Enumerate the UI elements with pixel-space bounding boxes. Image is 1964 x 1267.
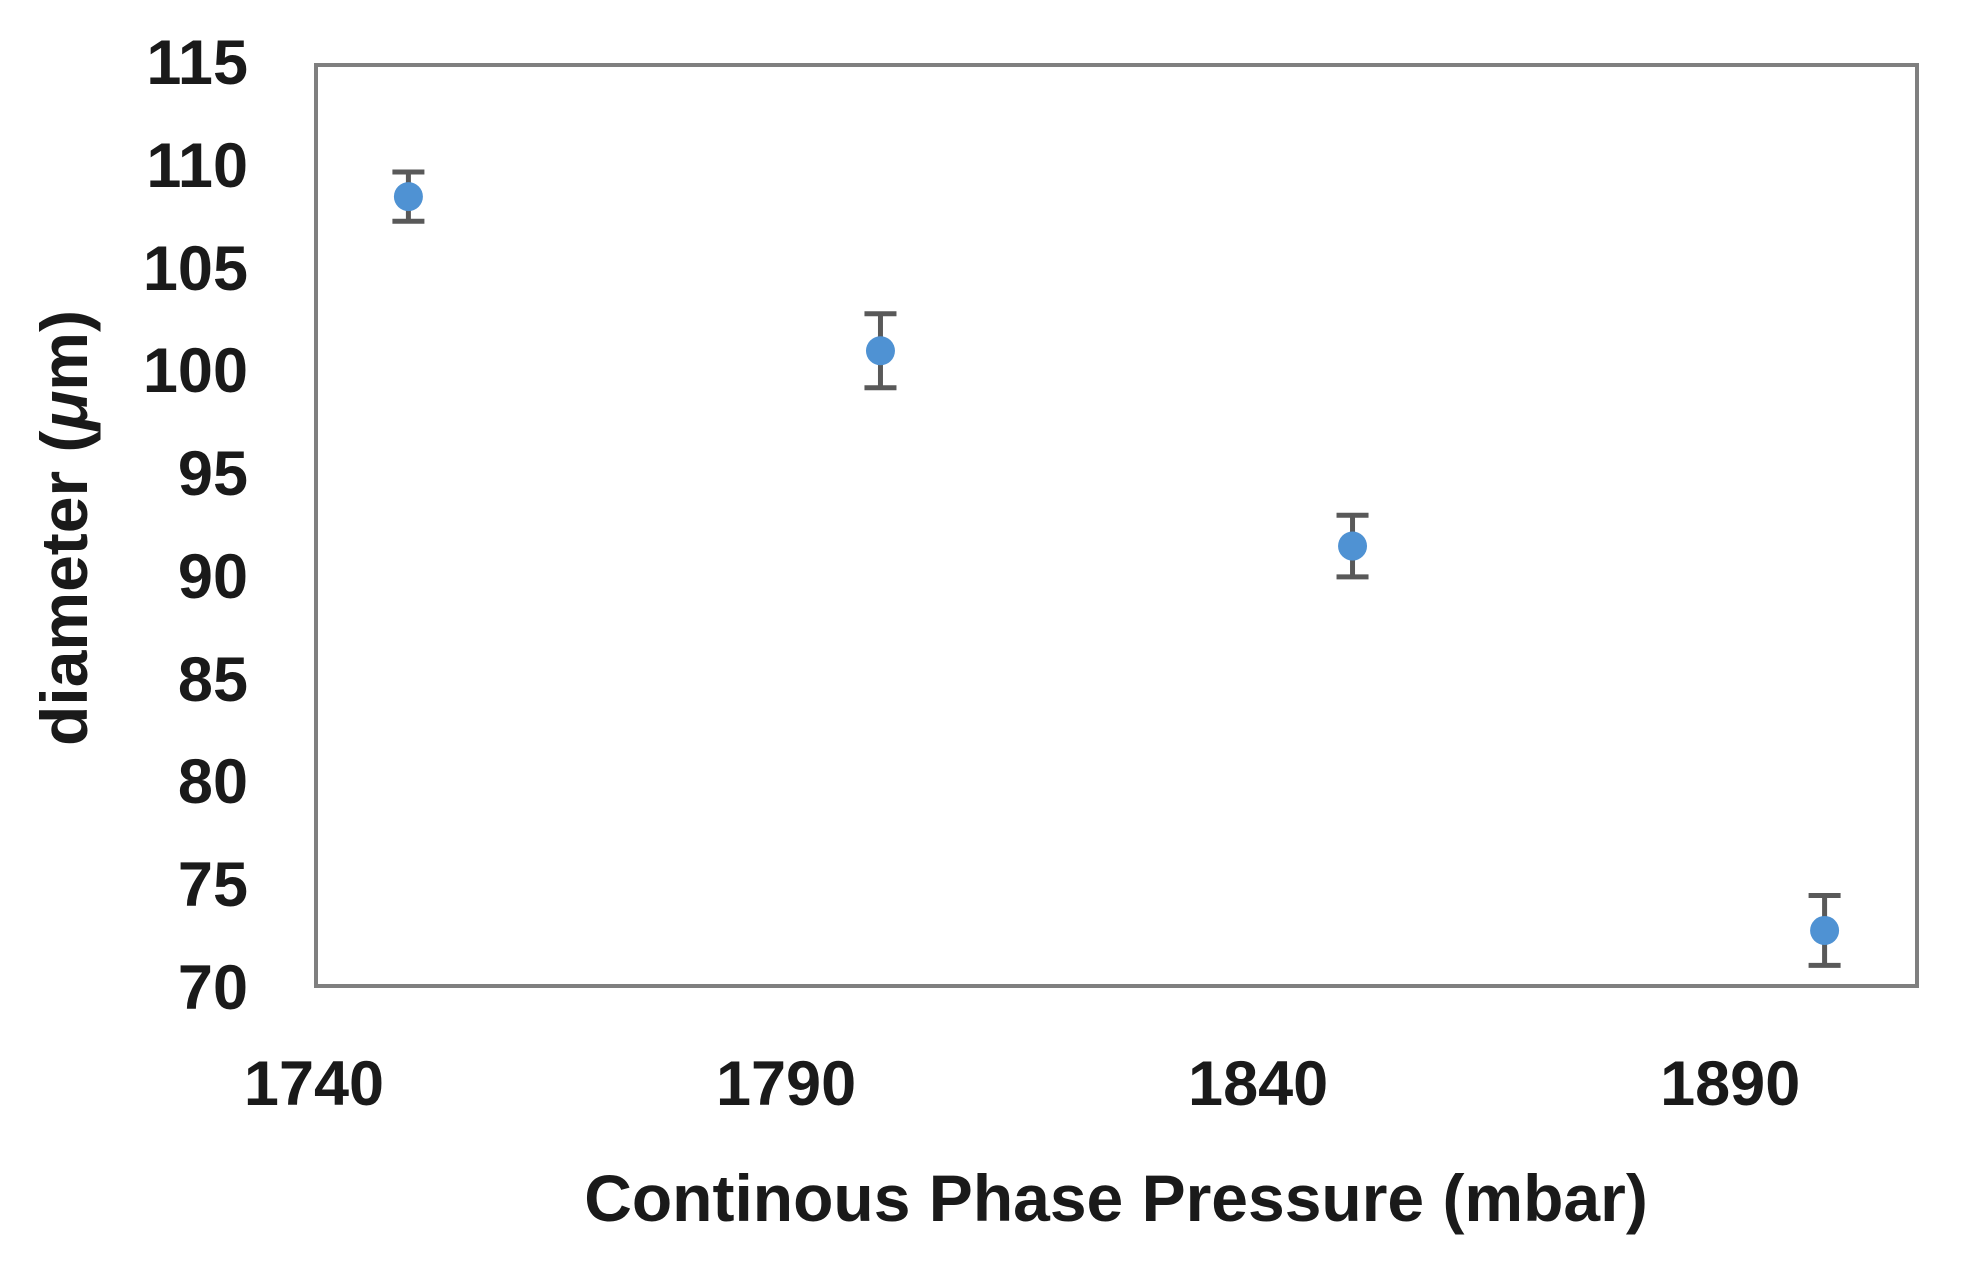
y-tick-label: 75 [177,850,248,921]
y-tick-label: 95 [177,439,248,510]
x-tick-label: 1840 [1188,1049,1329,1119]
y-tick-label: 70 [177,953,248,1023]
y-tick-label: 90 [177,541,248,612]
x-tick-label: 1790 [715,1049,857,1119]
data-point-marker [393,182,423,212]
data-point-marker [1810,915,1840,945]
data-point-marker [865,336,895,366]
x-tick-label: 1890 [1660,1049,1801,1119]
x-axis-title: Continous Phase Pressure (mbar) [584,1161,1648,1235]
y-tick-label: 85 [177,644,248,715]
x-tick-label: 1740 [243,1049,385,1119]
y-tick-label: 115 [146,28,248,98]
y-tick-label: 80 [177,747,248,818]
plot-area [392,169,1841,968]
y-tick-label: 110 [146,130,248,201]
plot-area-border [314,63,1919,988]
y-tick-label: 105 [142,233,248,304]
y-tick-label: 100 [142,336,248,407]
data-point-marker [1338,531,1368,561]
